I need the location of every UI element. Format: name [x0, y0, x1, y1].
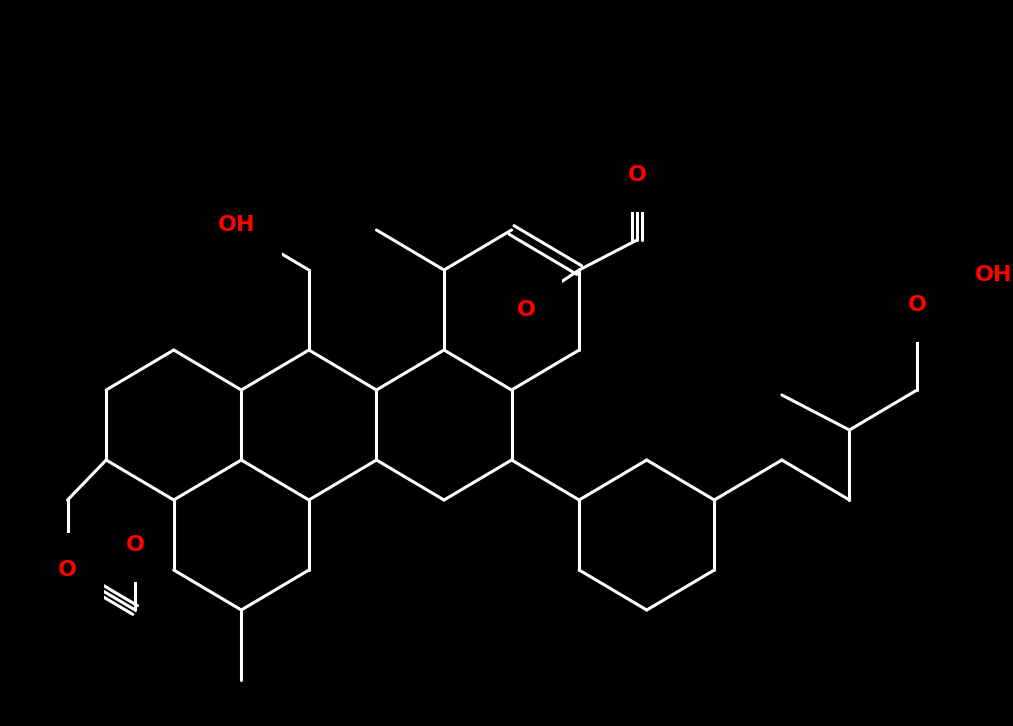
Text: O: O [126, 535, 145, 555]
Text: O: O [517, 300, 536, 320]
Text: OH: OH [218, 215, 255, 235]
Text: OH: OH [975, 265, 1012, 285]
Text: O: O [628, 165, 646, 185]
Text: O: O [908, 295, 927, 315]
Text: O: O [58, 560, 77, 580]
